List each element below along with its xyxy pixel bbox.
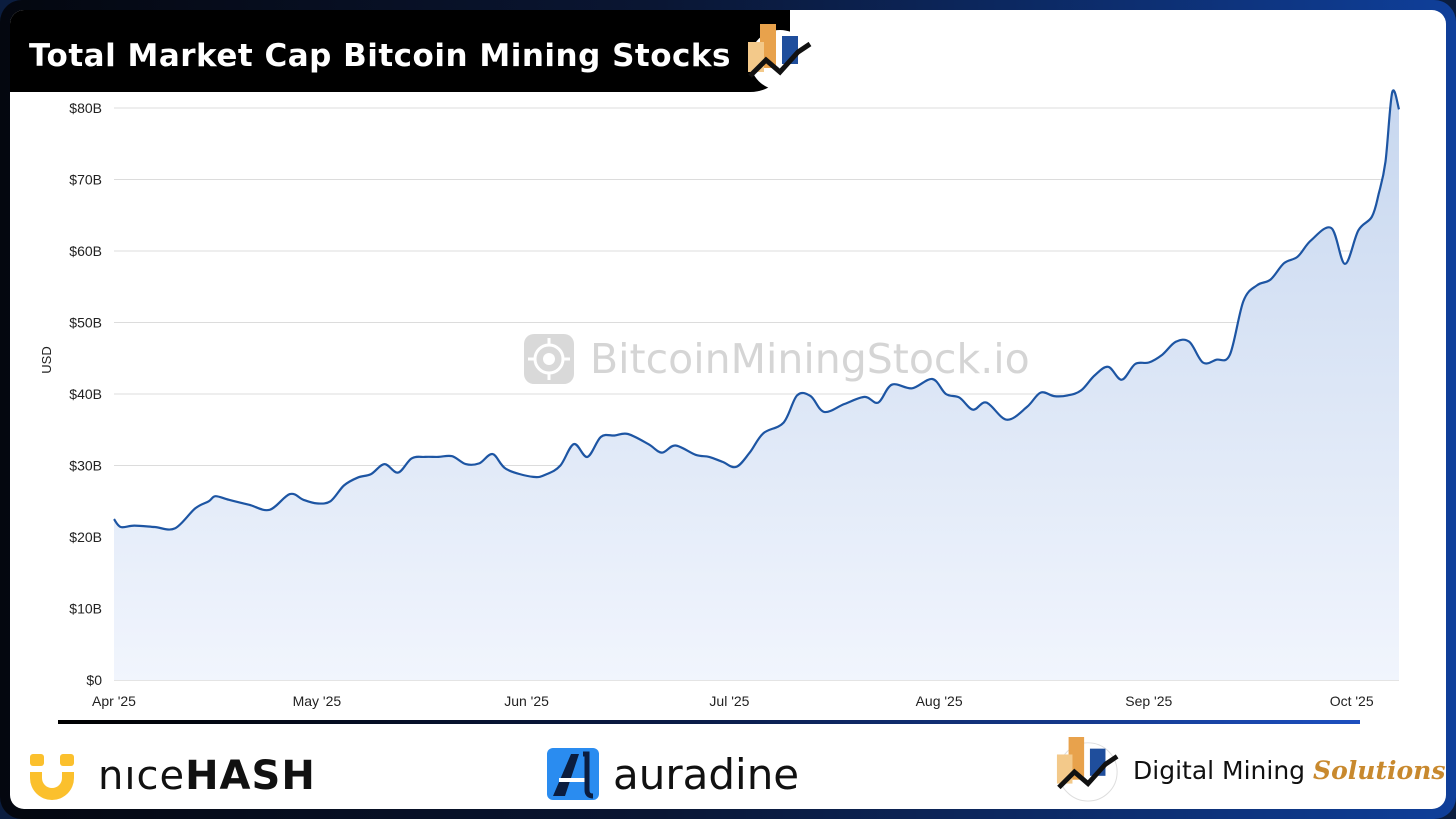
digital-mining-solutions-logo: Digital Mining Solutions	[1053, 737, 1445, 803]
y-tick-label: $0	[86, 672, 102, 688]
y-tick-label: $10B	[69, 601, 102, 617]
chart-area: $0 $10B $20B $30B $40B $50B $60B $70B $80B Apr '2…	[39, 89, 1401, 709]
digital-mining-logo-icon	[748, 24, 812, 90]
x-tick-label: Jun '25	[504, 693, 549, 709]
auradine-text: auradine	[613, 749, 800, 799]
y-tick-label: $20B	[69, 529, 102, 545]
x-tick-label: Aug '25	[916, 693, 963, 709]
watermark-text: BitcoinMiningStock.io	[590, 335, 1030, 383]
digital-mining-solutions-icon	[1056, 737, 1119, 802]
nicehash-text-bold: HASH	[185, 753, 316, 799]
auradine-icon	[547, 748, 599, 800]
bitcoinminingstock-logo-icon	[524, 334, 574, 384]
nicehash-logo: nıceHASH	[28, 752, 316, 800]
x-tick-label: Jul '25	[709, 693, 749, 709]
series-line	[113, 89, 1401, 531]
chart-title: Total Market Cap Bitcoin Mining Stocks	[29, 38, 731, 74]
nicehash-text-light: nıce	[98, 753, 186, 799]
auradine-logo: auradine	[545, 746, 799, 802]
x-tick-label: May '25	[293, 693, 342, 709]
y-axis-label: USD	[39, 346, 54, 373]
footer-divider	[58, 720, 1360, 724]
y-tick-label: $60B	[69, 243, 102, 259]
dms-text-accent: Solutions	[1313, 755, 1446, 785]
watermark: BitcoinMiningStock.io	[522, 332, 1030, 386]
y-tick-label: $70B	[69, 172, 102, 188]
series-area-fill	[114, 90, 1399, 680]
x-tick-label: Sep '25	[1125, 693, 1172, 709]
x-tick-label: Apr '25	[92, 693, 136, 709]
nicehash-icon	[30, 754, 74, 800]
y-tick-label: $40B	[69, 386, 102, 402]
y-tick-label: $80B	[69, 100, 102, 116]
y-tick-label: $30B	[69, 458, 102, 474]
x-tick-label: Oct '25	[1330, 693, 1374, 709]
chart-card: $0 $10B $20B $30B $40B $50B $60B $70B $80B Apr '2…	[10, 10, 1446, 809]
dms-text-main: Digital Mining	[1133, 755, 1306, 785]
y-tick-label: $50B	[69, 315, 102, 331]
title-banner: Total Market Cap Bitcoin Mining Stocks	[10, 10, 790, 92]
